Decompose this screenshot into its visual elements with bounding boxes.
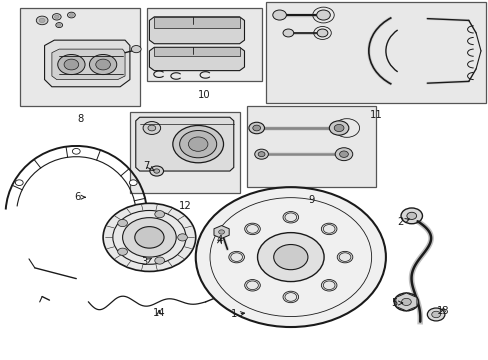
Circle shape [334,148,352,161]
Circle shape [179,131,216,158]
Text: 13: 13 [436,306,449,316]
Circle shape [257,233,324,282]
Circle shape [131,45,141,53]
Circle shape [177,234,187,241]
Text: 3: 3 [141,257,151,267]
Circle shape [103,203,195,271]
Circle shape [230,253,242,261]
Circle shape [337,251,352,263]
Circle shape [154,169,159,173]
Circle shape [285,213,296,221]
Text: 4: 4 [217,235,223,245]
Circle shape [52,14,61,20]
Circle shape [228,251,244,263]
Circle shape [252,125,260,131]
Circle shape [427,308,444,321]
Circle shape [64,59,79,70]
Circle shape [246,281,258,289]
Text: 9: 9 [308,195,314,206]
Text: 10: 10 [198,90,210,100]
Polygon shape [52,49,125,80]
FancyBboxPatch shape [130,112,239,193]
Circle shape [58,24,61,26]
Circle shape [67,12,75,18]
Circle shape [195,187,385,327]
Polygon shape [44,40,130,87]
Circle shape [129,180,137,185]
FancyBboxPatch shape [266,3,485,103]
Circle shape [118,220,127,227]
Text: 11: 11 [369,110,382,120]
Polygon shape [395,293,416,311]
Text: 7: 7 [142,161,154,171]
Circle shape [135,226,163,248]
Circle shape [400,208,422,224]
Circle shape [218,230,224,234]
Circle shape [143,122,160,134]
Circle shape [401,298,410,306]
Circle shape [36,16,48,25]
Circle shape [69,14,73,17]
Circle shape [258,152,264,157]
Circle shape [321,280,336,291]
Polygon shape [154,47,239,56]
Circle shape [321,223,336,235]
Circle shape [89,54,117,75]
Circle shape [431,311,440,318]
Polygon shape [136,117,233,171]
Polygon shape [149,47,244,71]
Circle shape [72,148,80,154]
Circle shape [122,218,176,257]
Circle shape [96,59,110,70]
Circle shape [39,18,45,23]
Circle shape [118,248,127,255]
Circle shape [317,29,327,37]
Circle shape [148,125,156,131]
Circle shape [339,253,350,261]
Circle shape [283,291,298,303]
Circle shape [15,180,23,185]
Circle shape [248,122,264,134]
Circle shape [155,257,164,264]
Text: 6: 6 [74,192,85,202]
Circle shape [329,121,348,135]
Text: 2: 2 [397,217,408,227]
Circle shape [244,280,260,291]
Circle shape [283,29,293,37]
Text: 1: 1 [230,310,244,319]
Circle shape [155,211,164,218]
Circle shape [273,244,307,270]
Circle shape [323,225,334,233]
FancyBboxPatch shape [147,8,261,81]
FancyBboxPatch shape [20,8,140,107]
Circle shape [283,212,298,223]
Circle shape [323,281,334,289]
Circle shape [339,151,347,157]
Text: 14: 14 [153,308,165,318]
FancyBboxPatch shape [246,107,375,187]
Circle shape [150,166,163,176]
Circle shape [246,225,258,233]
Text: 5: 5 [391,298,402,308]
Circle shape [393,293,418,311]
Circle shape [406,212,416,220]
Polygon shape [214,226,229,238]
Circle shape [316,10,330,20]
Polygon shape [149,17,244,44]
Circle shape [172,126,223,163]
Circle shape [333,125,343,132]
Circle shape [56,23,62,28]
Circle shape [285,293,296,301]
Text: 12: 12 [178,201,191,211]
Circle shape [55,15,59,18]
Circle shape [58,54,85,75]
Circle shape [254,149,268,159]
Circle shape [244,223,260,235]
Circle shape [188,137,207,151]
Circle shape [272,10,286,20]
Text: 8: 8 [77,114,83,123]
Polygon shape [154,17,239,28]
